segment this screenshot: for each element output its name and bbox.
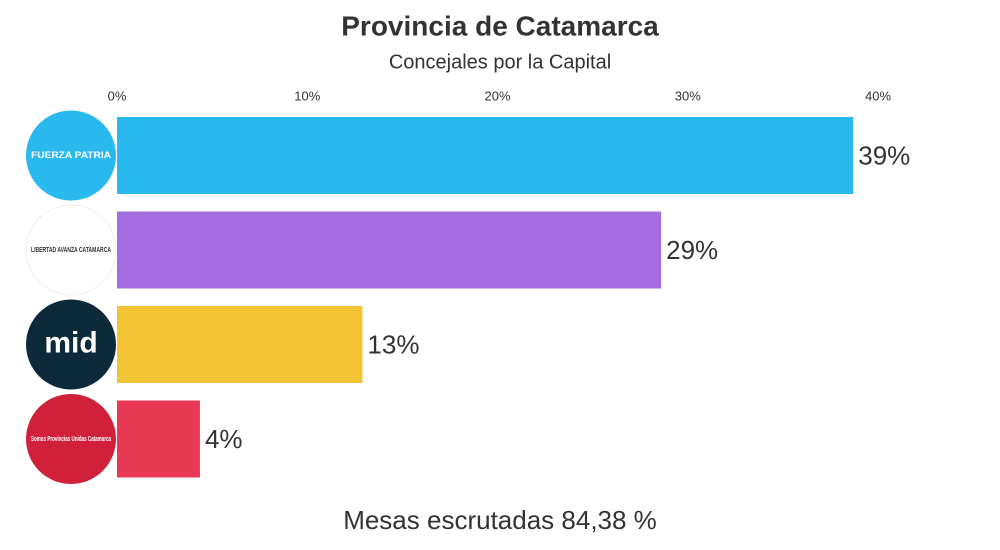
chart-title: Provincia de Catamarca [341, 10, 659, 41]
value-label: 29% [666, 235, 718, 265]
category-label: FUERZA PATRIA [31, 150, 112, 160]
chart-subtitle: Concejales por la Capital [389, 51, 611, 73]
bar [117, 211, 662, 289]
x-tick-label: 40% [865, 88, 891, 103]
x-tick-label: 30% [675, 88, 701, 103]
x-tick-label: 20% [484, 88, 510, 103]
party-logo [26, 110, 116, 201]
x-tick-label: 0% [108, 88, 127, 103]
category-label: Somos Provincias Unidas Catamarca [31, 436, 111, 443]
party-logo [25, 204, 117, 296]
bar [117, 306, 363, 383]
party-logo [26, 299, 116, 390]
value-label: 13% [367, 329, 419, 359]
category-label: mid [44, 326, 97, 359]
party-logo [26, 394, 116, 484]
value-label: 4% [205, 424, 243, 454]
category-label: LIBERTAD AVANZA CATAMARCA [31, 247, 111, 254]
annotation: Mesas escrutadas 84,38 % [343, 505, 657, 535]
bar [117, 117, 854, 194]
x-tick-label: 10% [294, 88, 320, 103]
bar [117, 400, 200, 478]
value-label: 39% [858, 140, 910, 170]
